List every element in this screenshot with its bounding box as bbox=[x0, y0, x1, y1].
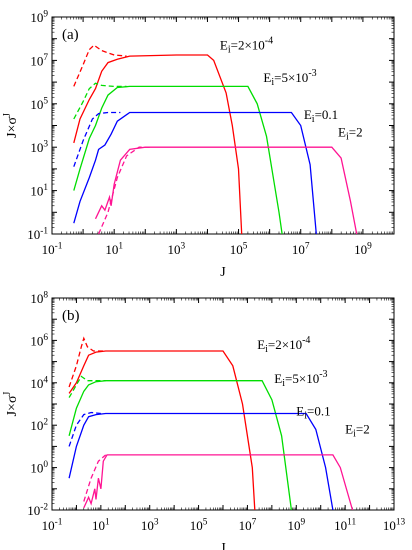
x-tick-label: 107 bbox=[292, 242, 310, 257]
x-tick-label: 103 bbox=[168, 242, 186, 257]
series-label: Ei=5×10-3 bbox=[274, 369, 327, 389]
series-group bbox=[68, 336, 354, 510]
x-tick-label: 103 bbox=[141, 518, 159, 533]
series-label: Ei=2×10-4 bbox=[257, 335, 310, 355]
panel-label: (b) bbox=[62, 308, 80, 324]
series-line-solid bbox=[73, 111, 317, 234]
x-tick-label: 109 bbox=[287, 518, 305, 533]
y-axis-label: J×σJ bbox=[2, 392, 20, 417]
x-tick-label: 101 bbox=[92, 518, 110, 533]
series-label: Ei=0.1 bbox=[296, 404, 330, 422]
x-tick-label: 105 bbox=[230, 242, 248, 257]
series-label: Ei=2 bbox=[345, 422, 370, 440]
y-tick-label: 103 bbox=[30, 140, 48, 155]
y-tick-label: 102 bbox=[30, 418, 48, 433]
y-tick-label: 10-2 bbox=[27, 503, 48, 518]
y-axis-label: J×σJ bbox=[2, 113, 20, 138]
series-label: Ei=2×10-4 bbox=[220, 36, 273, 56]
y-tick-label: 108 bbox=[30, 291, 48, 306]
y-tick-label: 106 bbox=[30, 333, 48, 348]
x-tick-label: 105 bbox=[190, 518, 208, 533]
x-tick-label: 10-1 bbox=[42, 242, 63, 257]
x-tick-label: 109 bbox=[354, 242, 372, 257]
panel-a-chart: 10-1 101 103 105 107 109 10-1 101 103 105 107 109 J J… bbox=[2, 10, 395, 280]
series-line-dashed bbox=[68, 336, 106, 388]
series-line-dashed bbox=[98, 146, 152, 234]
axis-ticks bbox=[51, 16, 395, 235]
series-group bbox=[73, 44, 358, 234]
x-tick-label: 101 bbox=[105, 242, 123, 257]
series-line-solid bbox=[94, 146, 358, 234]
series-line-dashed bbox=[68, 411, 101, 447]
y-tick-label: 107 bbox=[30, 53, 48, 68]
series-line-solid bbox=[83, 454, 354, 510]
panel-b-chart: 10-1 101 103 105 107 109 1011 1013 10-2 100 102 104… bbox=[2, 291, 406, 550]
series-line-solid bbox=[73, 54, 243, 234]
series-line-solid bbox=[68, 412, 334, 510]
series-line-solid bbox=[68, 350, 256, 510]
y-tick-label: 105 bbox=[30, 96, 48, 111]
x-tick-label: 1013 bbox=[383, 518, 406, 533]
x-tick-label: 107 bbox=[239, 518, 257, 533]
panel-label: (a) bbox=[62, 27, 79, 43]
x-axis-label: J bbox=[220, 541, 226, 550]
series-label: Ei=0.1 bbox=[304, 107, 338, 125]
y-tick-label: 10-1 bbox=[27, 227, 48, 242]
series-line-solid bbox=[73, 85, 283, 234]
series-line-dashed bbox=[83, 454, 107, 502]
y-tick-label: 104 bbox=[30, 375, 48, 390]
x-tick-label: 10-1 bbox=[42, 518, 63, 533]
series-label: Ei=2 bbox=[338, 124, 363, 142]
series-label: Ei=5×10-3 bbox=[263, 68, 316, 88]
axis-ticks bbox=[51, 297, 395, 511]
series-line-dashed bbox=[73, 44, 127, 87]
series-line-dashed bbox=[68, 375, 106, 398]
y-tick-label: 100 bbox=[30, 460, 48, 475]
series-line-solid bbox=[68, 380, 293, 510]
series-line-dashed bbox=[73, 82, 127, 120]
y-tick-label: 109 bbox=[30, 10, 48, 25]
y-tick-label: 101 bbox=[30, 183, 48, 198]
x-tick-label: 1011 bbox=[334, 518, 356, 533]
x-axis-label: J bbox=[220, 265, 226, 280]
